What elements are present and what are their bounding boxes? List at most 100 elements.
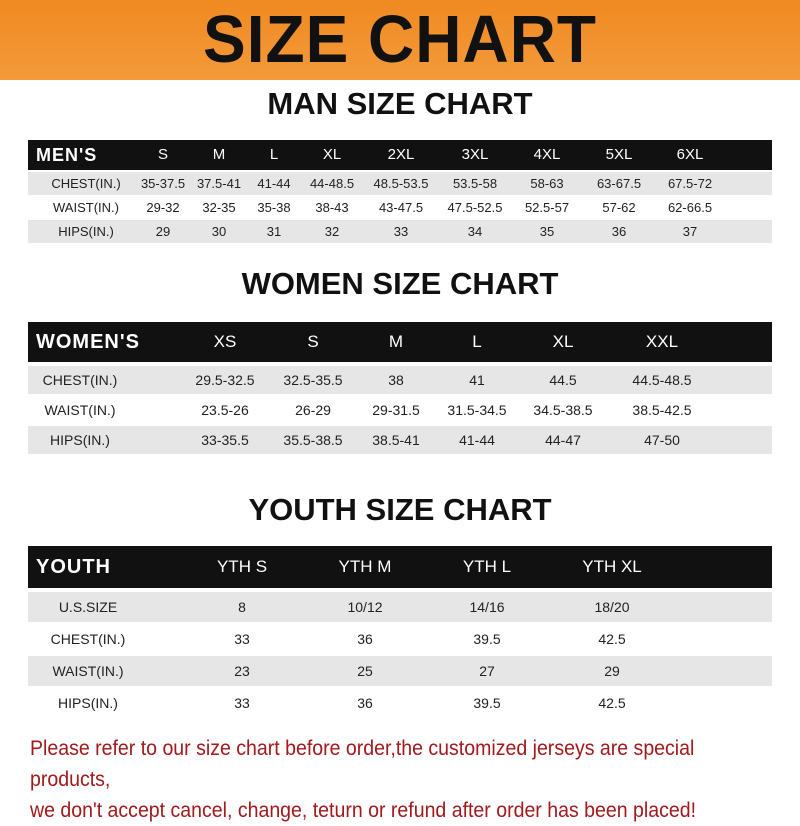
size-header-cell: M (388, 332, 404, 351)
measurement-cell: 41 (469, 372, 485, 388)
row-label: WAIST(IN.) (52, 663, 124, 679)
measurement-cell: 35-38 (257, 200, 291, 215)
table-row: HIPS(IN.) 29 30 31 32 33 34 35 36 37 (28, 220, 772, 243)
measurement-cell: 44-47 (545, 432, 581, 448)
measurement-cell: 26-29 (295, 402, 331, 418)
size-header-cell: M (212, 146, 226, 163)
measurement-cell: 32 (324, 224, 340, 239)
measurement-cell: 33 (234, 631, 250, 647)
size-header-cell: YTH L (462, 557, 512, 576)
row-label: CHEST(IN.) (50, 631, 126, 647)
notice-line-1: Please refer to our size chart before or… (30, 737, 695, 791)
table-row: CHEST(IN.) 33 36 39.5 42.5 (28, 624, 772, 654)
measurement-cell: 62-66.5 (667, 200, 713, 215)
measurement-cell: 29-32 (146, 200, 180, 215)
measurement-cell: 39.5 (473, 695, 501, 711)
measurement-cell: 58-63 (530, 176, 564, 191)
table-row: CHEST(IN.) 29.5-32.5 32.5-35.5 38 41 44.5 44.5… (28, 366, 772, 394)
size-header-cell: S (307, 332, 319, 351)
measurement-cell: 39.5 (473, 631, 501, 647)
measurement-cell: 37.5-41 (196, 176, 242, 191)
table-row: HIPS(IN.) 33-35.5 35.5-38.5 38.5-41 41-44 44-… (28, 426, 772, 454)
measurement-cell: 31.5-34.5 (447, 402, 507, 418)
row-label: HIPS(IN.) (50, 432, 110, 448)
measurement-cell: 34.5-38.5 (533, 402, 593, 418)
row-label: U.S.SIZE (58, 599, 118, 615)
measurement-cell: 35-37.5 (140, 176, 186, 191)
table-title-cell: YOUTH (36, 556, 111, 578)
measurement-cell: 44.5-48.5 (632, 372, 692, 388)
measurement-cell: 23 (234, 663, 250, 679)
size-header-cell: YTH XL (582, 557, 642, 576)
table-row: WAIST(IN.) 23 25 27 29 (28, 656, 772, 686)
measurement-cell: 36 (357, 631, 373, 647)
measurement-cell: 18/20 (594, 599, 630, 615)
measurement-cell: 29 (604, 663, 620, 679)
measurement-cell: 10/12 (347, 599, 383, 615)
table-row: CHEST(IN.) 35-37.5 37.5-41 41-44 44-48.5 48.5… (28, 172, 772, 195)
size-header-cell: 4XL (533, 146, 561, 163)
row-label: CHEST(IN.) (42, 372, 118, 388)
measurement-cell: 32-35 (202, 200, 236, 215)
women-section-title: WOMEN SIZE CHART (241, 266, 559, 301)
table-header-row: MEN'S S M L XL 2XL 3XL 4XL 5XL 6XL (28, 140, 772, 170)
notice: Please refer to our size chart before or… (30, 733, 746, 826)
measurement-cell: 29-31.5 (372, 402, 420, 418)
measurement-cell: 27 (479, 663, 495, 679)
size-header-cell: YTH S (216, 557, 268, 576)
measurement-cell: 29.5-32.5 (195, 372, 255, 388)
size-header-cell: 5XL (605, 146, 633, 163)
row-label: HIPS(IN.) (58, 695, 118, 711)
table-header-row: WOMEN'S XS S M L XL XXL (28, 322, 772, 362)
measurement-cell: 38.5-41 (372, 432, 420, 448)
measurement-cell: 44.5 (549, 372, 577, 388)
measurement-cell: 41-44 (257, 176, 291, 191)
measurement-cell: 30 (211, 224, 227, 239)
measurement-cell: 47-50 (644, 432, 680, 448)
measurement-cell: 33 (234, 695, 250, 711)
measurement-cell: 32.5-35.5 (283, 372, 343, 388)
table-row: U.S.SIZE 8 10/12 14/16 18/20 (28, 592, 772, 622)
measurement-cell: 42.5 (598, 631, 626, 647)
measurement-cell: 38-43 (315, 200, 349, 215)
measurement-cell: 34 (467, 224, 483, 239)
size-header-cell: 6XL (676, 146, 704, 163)
row-label: WAIST(IN.) (44, 402, 116, 418)
measurement-cell: 48.5-53.5 (373, 176, 429, 191)
table-title-cell: WOMEN'S (36, 331, 140, 353)
measurement-cell: 57-62 (602, 200, 636, 215)
row-label: WAIST(IN.) (53, 200, 119, 215)
measurement-cell: 36 (611, 224, 627, 239)
table-row: WAIST(IN.) 29-32 32-35 35-38 38-43 43-47.5 47.… (28, 196, 772, 219)
measurement-cell: 25 (357, 663, 373, 679)
measurement-cell: 53.5-58 (452, 176, 498, 191)
measurement-cell: 43-47.5 (378, 200, 424, 215)
banner-title: SIZE CHART (203, 1, 597, 77)
measurement-cell: 33-35.5 (201, 432, 249, 448)
measurement-cell: 44-48.5 (309, 176, 355, 191)
size-header-cell: 2XL (387, 146, 415, 163)
measurement-cell: 35.5-38.5 (283, 432, 343, 448)
table-header-row: YOUTH YTH S YTH M YTH L YTH XL (28, 546, 772, 588)
measurement-cell: 31 (266, 224, 282, 239)
table-row: HIPS(IN.) 33 36 39.5 42.5 (28, 688, 772, 718)
measurement-cell: 35 (539, 224, 555, 239)
size-header-cell: L (269, 146, 279, 163)
size-header-cell: XXL (645, 332, 679, 351)
measurement-cell: 38.5-42.5 (632, 402, 692, 418)
men-section-title: MAN SIZE CHART (267, 86, 533, 121)
measurement-cell: 36 (357, 695, 373, 711)
size-header-cell: 3XL (461, 146, 489, 163)
size-header-cell: XL (552, 332, 574, 351)
banner: SIZE CHART (0, 0, 800, 80)
size-header-cell: XL (322, 146, 342, 163)
table-title-cell: MEN'S (36, 145, 98, 165)
measurement-cell: 14/16 (469, 599, 505, 615)
measurement-cell: 41-44 (459, 432, 495, 448)
measurement-cell: 67.5-72 (667, 176, 713, 191)
youth-section-title: YOUTH SIZE CHART (248, 492, 552, 527)
measurement-cell: 38 (388, 372, 404, 388)
measurement-cell: 42.5 (598, 695, 626, 711)
measurement-cell: 8 (238, 599, 246, 615)
measurement-cell: 63-67.5 (596, 176, 642, 191)
